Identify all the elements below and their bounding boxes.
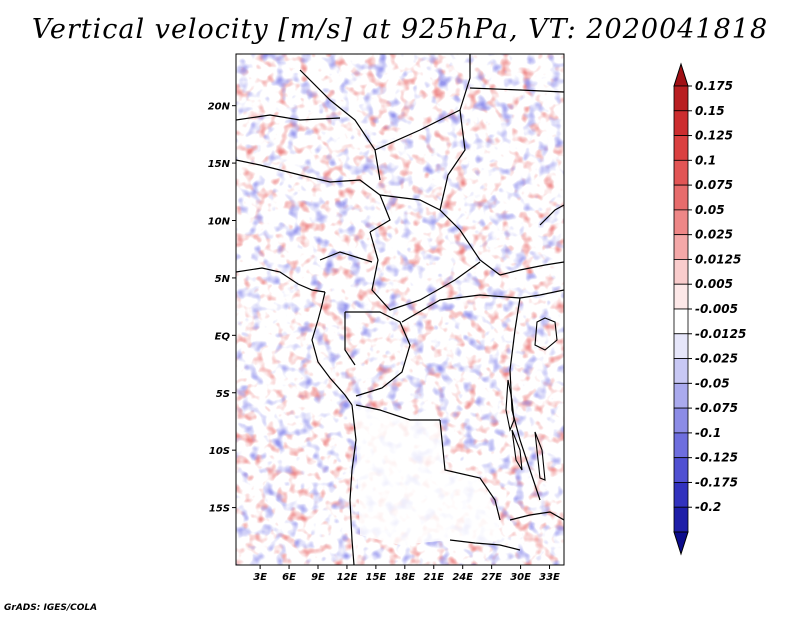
colorbar-label: 0.15 <box>695 104 725 118</box>
x-axis: 3E 6E 9E 12E 15E 18E 21E 24E 27E 30E 33E <box>253 565 560 583</box>
colorbar-label: -0.1 <box>695 426 721 440</box>
colorbar-box <box>673 382 689 409</box>
x-tick-label: 21E <box>423 572 444 583</box>
colorbar: 0.175 0.15 0.125 0.1 0.075 0.05 0.025 0.0125 0.0… <box>673 62 746 556</box>
colorbar-box <box>673 482 689 508</box>
colorbar-label: 0.075 <box>695 178 733 192</box>
map-lakes <box>505 317 558 481</box>
y-tick-label: 15S <box>209 504 230 515</box>
x-tick-label: 18E <box>394 572 415 583</box>
colorbar-label: 0.175 <box>695 79 733 93</box>
colorbar-extend-max <box>673 62 689 87</box>
colorbar-box <box>673 506 689 533</box>
low-activity-region <box>355 405 500 545</box>
x-tick-label: 3E <box>253 572 267 583</box>
colorbar-label: 0.125 <box>695 129 733 143</box>
colorbar-box <box>673 308 689 335</box>
y-tick-label: 5S <box>216 389 230 400</box>
credit-label: GrADS: IGES/COLA <box>4 603 98 613</box>
colorbar-label: -0.005 <box>695 302 738 316</box>
colorbar-box <box>673 159 689 186</box>
map-borders <box>236 54 564 565</box>
y-tick-label: 10S <box>209 446 230 457</box>
y-tick-label: 15N <box>208 159 231 170</box>
colorbar-box <box>673 407 689 434</box>
y-axis: 20N 15N 10N 5N EQ 5S 10S 15S <box>208 102 236 515</box>
colorbar-box <box>673 209 689 236</box>
plot-frame <box>235 53 565 566</box>
colorbar-box <box>673 283 689 310</box>
chart-svg: 3E 6E 9E 12E 15E 18E 21E 24E 27E 30E 33E 20N 15N 10N… <box>208 53 746 583</box>
y-tick-label: 20N <box>208 102 231 113</box>
colorbar-label: 0.005 <box>695 277 733 291</box>
colorbar-label: 0.0125 <box>695 252 741 266</box>
y-tick-label: 5N <box>215 274 231 285</box>
colorbar-box <box>673 259 689 285</box>
x-tick-label: 9E <box>311 572 325 583</box>
colorbar-label: -0.05 <box>695 376 730 390</box>
colorbar-box <box>673 457 689 483</box>
colorbar-box <box>673 85 689 112</box>
colorbar-label: 0.05 <box>695 203 725 217</box>
colorbar-label: -0.125 <box>695 451 738 465</box>
colorbar-label: -0.2 <box>695 500 721 514</box>
x-tick-label: 24E <box>452 572 473 583</box>
colorbar-label: 0.025 <box>695 228 733 242</box>
colorbar-box <box>673 432 689 459</box>
colorbar-box <box>673 184 689 211</box>
colorbar-box <box>673 135 689 161</box>
map-plot-area <box>236 54 564 565</box>
colorbar-box <box>673 234 689 260</box>
x-tick-label: 6E <box>282 572 296 583</box>
x-tick-label: 33E <box>539 572 560 583</box>
x-tick-label: 30E <box>510 572 531 583</box>
x-tick-label: 27E <box>481 572 502 583</box>
colorbar-extend-min <box>673 531 689 556</box>
colorbar-label: -0.025 <box>695 352 738 366</box>
colorbar-label: 0.1 <box>695 153 716 167</box>
colorbar-box <box>673 333 689 359</box>
y-tick-label: EQ <box>215 331 231 342</box>
x-tick-label: 15E <box>366 572 387 583</box>
chart-title: Vertical velocity [m/s] at 925hPa, VT: 2… <box>31 14 769 45</box>
colorbar-box <box>673 110 689 136</box>
colorbar-box <box>673 358 689 384</box>
x-tick-label: 12E <box>337 572 358 583</box>
colorbar-label: -0.075 <box>695 401 738 415</box>
colorbar-label: -0.175 <box>695 475 738 489</box>
y-tick-label: 10N <box>208 217 231 228</box>
colorbar-label: -0.0125 <box>695 327 746 341</box>
